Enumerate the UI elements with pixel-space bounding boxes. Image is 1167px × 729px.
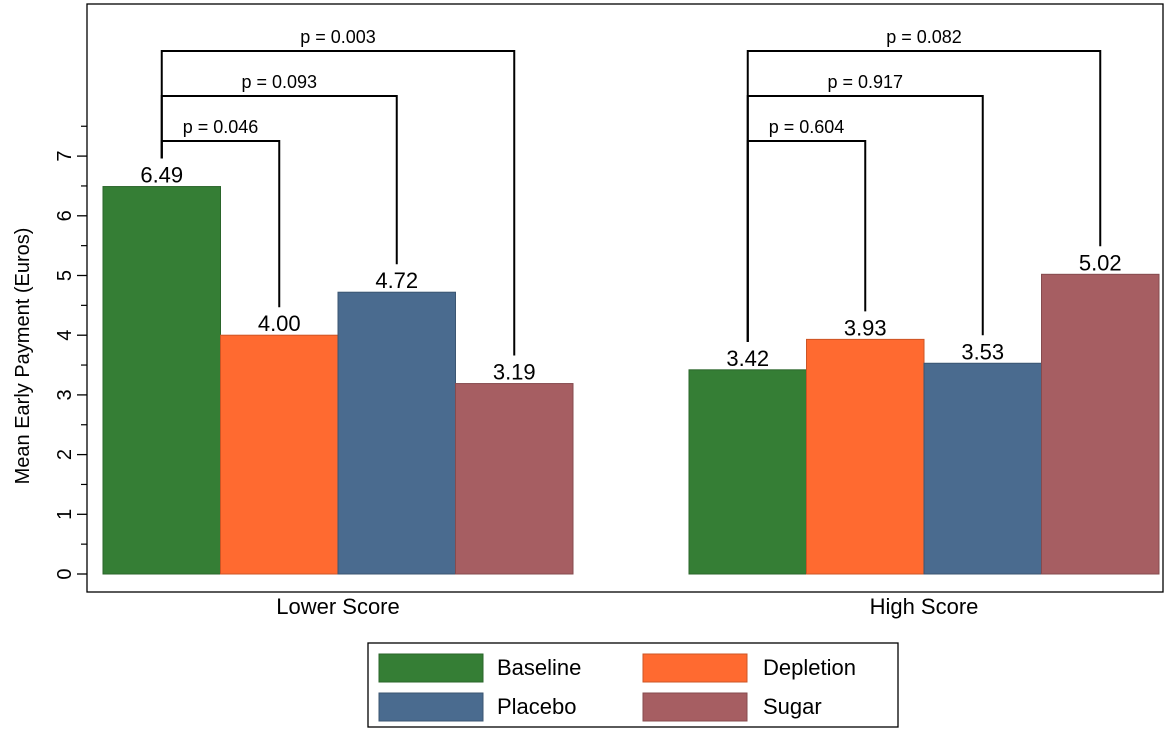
category-label: High Score	[870, 594, 979, 619]
y-tick-label: 4	[54, 330, 76, 341]
bar	[221, 335, 339, 574]
bar	[689, 370, 807, 574]
category-label: Lower Score	[276, 594, 400, 619]
y-tick-label: 7	[54, 151, 76, 162]
bars: 6.49 4.00 4.72 3.19 3.42 3.93 3.53 5.02	[103, 163, 1159, 574]
bar-value-label: 5.02	[1079, 250, 1122, 275]
legend: Baseline Depletion Placebo Sugar	[368, 643, 898, 727]
y-axis: 0 1 2 3 4 5 6 7	[54, 126, 87, 579]
bar-value-label: 3.53	[961, 339, 1004, 364]
legend-swatch	[643, 693, 747, 721]
legend-label: Baseline	[497, 655, 581, 680]
y-tick-label: 2	[54, 449, 76, 460]
bar-value-label: 4.00	[258, 311, 301, 336]
p-value-label: p = 0.093	[241, 72, 317, 92]
p-value-label: p = 0.046	[183, 117, 259, 137]
bar	[924, 363, 1042, 574]
p-value-label: p = 0.604	[769, 117, 845, 137]
significance-bracket	[748, 141, 866, 342]
bar-value-label: 6.49	[140, 163, 183, 188]
y-tick-label: 6	[54, 210, 76, 221]
category-labels: Lower Score High Score	[276, 594, 978, 619]
y-axis-title: Mean Early Payment (Euros)	[12, 228, 34, 485]
bar	[1042, 274, 1160, 574]
legend-label: Placebo	[497, 694, 577, 719]
y-tick-label: 0	[54, 568, 76, 579]
legend-swatch	[643, 654, 747, 682]
legend-label: Depletion	[763, 655, 856, 680]
y-tick-label: 1	[54, 509, 76, 520]
bar	[338, 292, 456, 574]
bar	[807, 339, 925, 574]
bar-value-label: 4.72	[375, 268, 418, 293]
bar-value-label: 3.19	[493, 360, 536, 385]
p-value-label: p = 0.003	[300, 27, 376, 47]
legend-swatch	[379, 654, 483, 682]
bar-value-label: 3.93	[844, 315, 887, 340]
bar-value-label: 3.42	[726, 346, 769, 371]
y-tick-label: 5	[54, 270, 76, 281]
bar	[456, 384, 574, 574]
p-value-label: p = 0.917	[827, 72, 903, 92]
significance-brackets: p = 0.046 p = 0.093 p = 0.003 p = 0.604 p = …	[162, 27, 1101, 356]
p-value-label: p = 0.082	[886, 27, 962, 47]
bar	[103, 187, 221, 574]
legend-label: Sugar	[763, 694, 822, 719]
legend-swatch	[379, 693, 483, 721]
y-tick-label: 3	[54, 389, 76, 400]
